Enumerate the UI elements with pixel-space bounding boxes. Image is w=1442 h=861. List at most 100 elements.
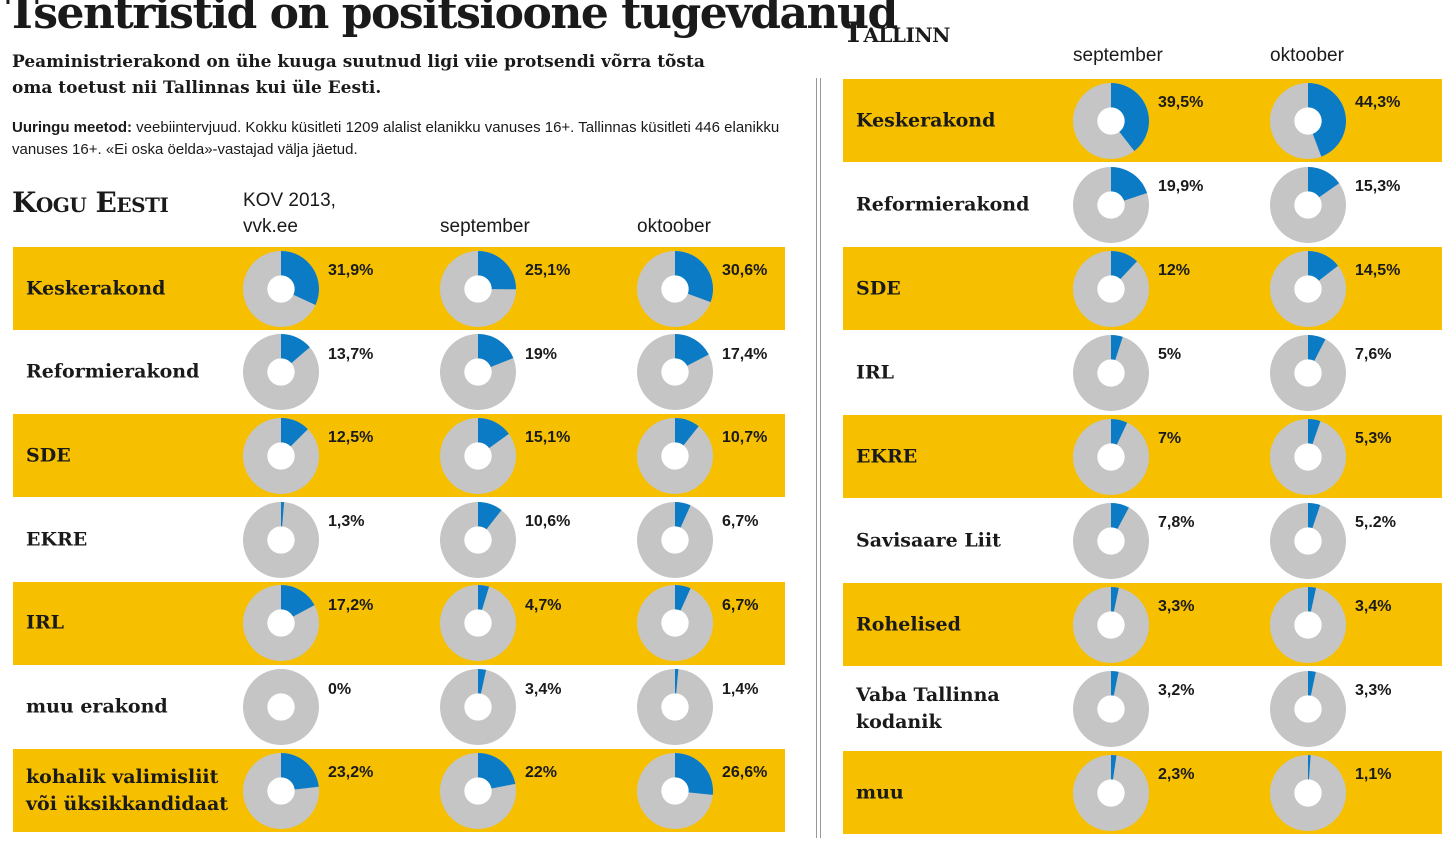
table-row: Keskerakond 31,9% 25,1% 30,6% (13, 247, 785, 330)
donut-sde-kov-2013-vvk-ee (243, 417, 319, 494)
percent-label: 5% (1158, 346, 1182, 363)
donut-keskerakond-oktoober-value-slice (1308, 82, 1346, 157)
donut-irl-oktoober (1270, 334, 1346, 411)
donut-vaba-tallinna-kodanik-september (1073, 670, 1149, 747)
donut-reformierakond-oktoober (1270, 166, 1346, 243)
donut-keskerakond-oktoober-hole (1294, 106, 1322, 135)
party-label: Vaba Tallinna kodanik (856, 683, 1000, 733)
donut-ekre-oktoober (1270, 418, 1346, 495)
donut-reformierakond-kov-2013-vvk-ee (243, 334, 319, 411)
donut-irl-september (440, 585, 516, 662)
percent-label: 6,7% (722, 513, 759, 531)
donut-rohelised-september (1073, 586, 1149, 663)
donut-savisaare-liit-oktoober-hole (1294, 526, 1322, 555)
percent-label: 25,1% (525, 262, 571, 279)
party-label: Savisaare Liit (856, 529, 1001, 551)
donut-muu-september-hole (1097, 778, 1125, 807)
table-row: muu erakond 0% 3,4% 1,4% (13, 666, 785, 749)
percent-label: 12% (1158, 262, 1191, 279)
percent-label: 19,9% (1158, 178, 1204, 195)
percent-label: 17,4% (722, 345, 768, 363)
donut-reformierakond-oktoober-hole (1294, 190, 1322, 219)
donut-keskerakond-oktoober-hole (661, 274, 689, 303)
table-row: IRL 5% 7,6% (843, 331, 1442, 414)
donut-savisaare-liit-september-hole (1097, 526, 1125, 555)
donut-keskerakond-september (1073, 82, 1149, 159)
percent-label: 23,2% (328, 764, 374, 782)
donut-irl-september-hole (464, 609, 492, 637)
percent-label: 44,3% (1355, 94, 1401, 111)
party-label: IRL (26, 611, 65, 634)
party-label: SDE (26, 444, 71, 467)
donut-sde-kov-2013-vvk-ee-hole (267, 442, 295, 470)
percent-label: 5,3% (1355, 430, 1392, 447)
donut-muu-erakond-oktoober (637, 669, 713, 745)
percent-label: 26,6% (722, 764, 768, 782)
donut-ekre-september (440, 501, 516, 578)
percent-label: 22% (525, 764, 558, 782)
donut-sde-september-hole (464, 442, 492, 470)
donut-ekre-september (1073, 418, 1149, 495)
donut-keskerakond-oktoober (1270, 82, 1346, 159)
donut-muu-erakond-september-hole (464, 693, 492, 721)
donut-reformierakond-september (440, 334, 516, 411)
table-row: EKRE 1,3% 10,6% 6,7% (13, 498, 785, 581)
percent-label: 19% (525, 345, 558, 363)
donut-vaba-tallinna-kodanik-september-hole (1097, 694, 1125, 723)
donut-kohalik-valimisliit-voi-uksikkandidaat-oktoober-hole (661, 777, 689, 805)
donut-muu-september (1073, 754, 1149, 831)
table-row: SDE 12% 14,5% (843, 247, 1442, 330)
party-label: EKRE (26, 528, 88, 551)
donut-savisaare-liit-september (1073, 502, 1149, 579)
column-header: september (1073, 45, 1163, 66)
donut-irl-kov-2013-vvk-ee-hole (267, 609, 295, 637)
donut-irl-oktoober-hole (1294, 358, 1322, 387)
donut-reformierakond-september-hole (464, 358, 492, 386)
donut-sde-oktoober (1270, 250, 1346, 327)
percent-label: 1,3% (328, 513, 365, 531)
percent-label: 15,1% (525, 429, 571, 447)
donut-sde-oktoober (637, 417, 713, 494)
table-row: Rohelised 3,3% 3,4% (843, 583, 1442, 666)
percent-label: 7,6% (1355, 346, 1392, 363)
party-label: IRL (856, 361, 895, 383)
percent-label: 17,2% (328, 596, 374, 614)
party-label: kohalik valimisliit või üksikkandidaat (26, 765, 229, 815)
donut-irl-oktoober-hole (661, 609, 689, 637)
table-row: kohalik valimisliit või üksikkandidaat 23,… (13, 749, 785, 833)
table-row: Savisaare Liit 7,8% 5,.2% (843, 499, 1442, 582)
percent-label: 2,3% (1158, 766, 1195, 783)
party-label: Rohelised (856, 613, 961, 635)
percent-label: 12,5% (328, 429, 374, 447)
donut-irl-september-hole (1097, 358, 1125, 387)
donut-reformierakond-oktoober (637, 334, 713, 411)
percent-label: 1,4% (722, 680, 759, 698)
donut-ekre-kov-2013-vvk-ee (243, 501, 319, 578)
donut-vaba-tallinna-kodanik-oktoober (1270, 670, 1346, 747)
column-header: september (440, 216, 530, 237)
donut-rohelised-oktoober (1270, 586, 1346, 663)
donut-kohalik-valimisliit-voi-uksikkandidaat-kov-2013-vvk-ee (243, 752, 319, 829)
method-label: Uuringu meetod: (12, 119, 132, 136)
donut-irl-kov-2013-vvk-ee (243, 585, 319, 662)
donut-keskerakond-september (440, 250, 516, 327)
donut-reformierakond-september (1073, 166, 1149, 243)
percent-label: 4,7% (525, 596, 562, 614)
percent-label: 13,7% (328, 345, 374, 363)
percent-label: 10,6% (525, 513, 571, 531)
donut-muu-oktoober (1270, 754, 1346, 831)
percent-label: 14,5% (1355, 262, 1401, 279)
donut-rohelised-oktoober-hole (1294, 610, 1322, 639)
percent-label: 3,4% (525, 680, 562, 698)
column-header: oktoober (637, 216, 711, 237)
column-header: KOV 2013, vvk.ee (243, 190, 336, 237)
donut-reformierakond-september-hole (1097, 190, 1125, 219)
donut-sde-september-hole (1097, 274, 1125, 303)
percent-label: 3,2% (1158, 682, 1195, 699)
donut-reformierakond-kov-2013-vvk-ee-hole (267, 358, 295, 386)
donut-ekre-oktoober-hole (1294, 442, 1322, 471)
donut-muu-erakond-kov-2013-vvk-ee-hole (267, 693, 295, 721)
donut-kohalik-valimisliit-voi-uksikkandidaat-kov-2013-vvk-ee-hole (267, 777, 295, 805)
percent-label: 3,3% (1158, 598, 1195, 615)
party-label: EKRE (856, 445, 918, 467)
